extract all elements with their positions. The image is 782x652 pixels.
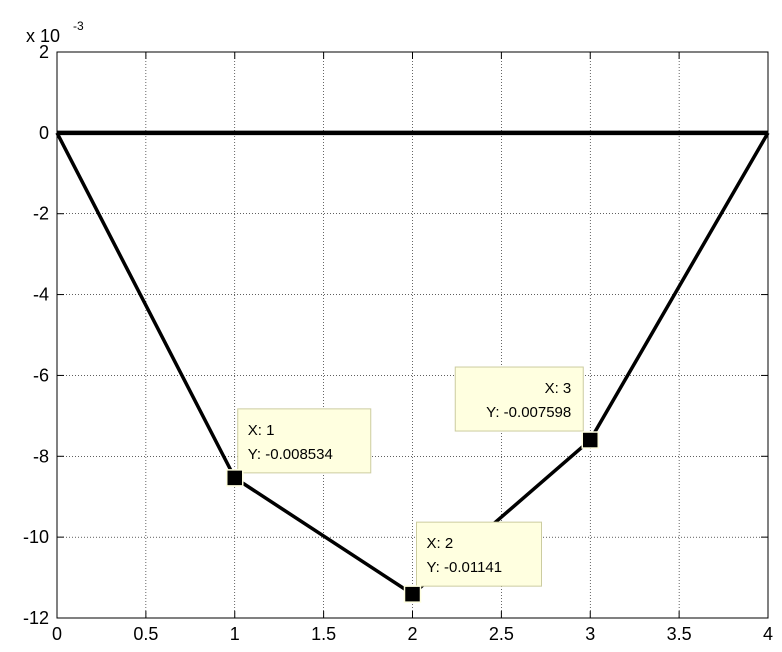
y-tick-label: -4 xyxy=(33,285,49,305)
tick-labels: 0 0.5 1 1.5 2 2.5 3 3.5 4 2 0 -2 -4 -6 -8 -10 -12 xyxy=(23,42,773,644)
datatip[interactable]: X: 2 Y: -0.01141 xyxy=(403,521,542,603)
datatip-x-label: X: 1 xyxy=(248,422,275,439)
x-tick-label: 4 xyxy=(763,624,773,644)
datatip-y-label: Y: -0.008534 xyxy=(248,446,333,463)
ticks xyxy=(56,51,769,619)
datatip-y-label: Y: -0.01141 xyxy=(427,559,503,576)
x-tick-label: 1.5 xyxy=(311,624,336,644)
datatip-box xyxy=(416,521,542,587)
datatip-box xyxy=(454,366,584,432)
y-tick-label: -10 xyxy=(23,527,49,547)
datatip-marker[interactable] xyxy=(403,585,422,603)
x-tick-label: 2 xyxy=(407,624,417,644)
datatip-marker[interactable] xyxy=(226,469,244,487)
y-exponent-power: -3 xyxy=(73,19,84,33)
datatip[interactable]: X: 3 Y: -0.007598 xyxy=(454,366,599,449)
x-tick-label: 2.5 xyxy=(489,624,514,644)
y-tick-label: 0 xyxy=(39,123,49,143)
y-tick-label: 2 xyxy=(39,42,49,62)
datatip-x-label: X: 2 xyxy=(427,535,454,552)
datatip-x-label: X: 3 xyxy=(545,380,572,397)
datatip-box xyxy=(237,408,372,474)
x-tick-label: 0 xyxy=(52,624,62,644)
datatips: X: 1 Y: -0.008534 X: 2 Y: -0.01141 X: 3 Y: -0… xyxy=(226,366,599,603)
x-tick-label: 1 xyxy=(230,624,240,644)
y-tick-label: -2 xyxy=(33,204,49,224)
datatip-marker[interactable] xyxy=(581,431,599,449)
datatip-y-label: Y: -0.007598 xyxy=(486,404,571,421)
x-tick-label: 3 xyxy=(585,624,595,644)
y-tick-label: -8 xyxy=(33,446,49,466)
datatip[interactable]: X: 1 Y: -0.008534 xyxy=(226,408,372,487)
y-exponent-label: x 10 xyxy=(26,26,60,46)
x-tick-label: 0.5 xyxy=(133,624,158,644)
y-tick-label: -6 xyxy=(33,365,49,385)
x-tick-label: 3.5 xyxy=(667,624,692,644)
y-tick-label: -12 xyxy=(23,608,49,628)
